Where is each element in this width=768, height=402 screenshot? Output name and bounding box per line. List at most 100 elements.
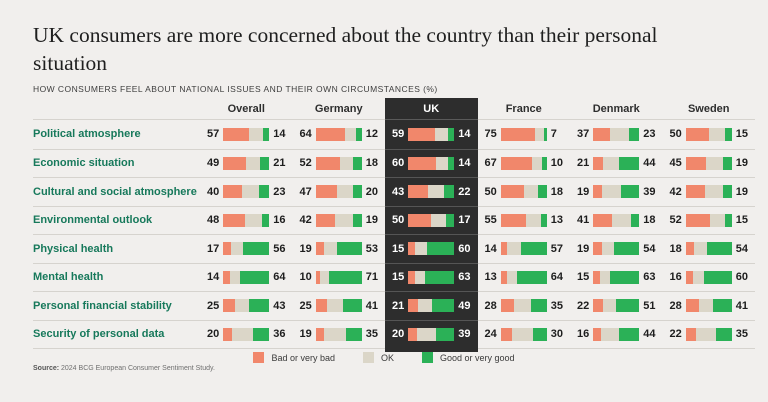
good-value: 64	[550, 271, 563, 284]
good-value: 19	[365, 214, 378, 227]
segment-bad	[685, 213, 710, 227]
bad-value: 41	[577, 214, 590, 227]
stacked-bar	[593, 156, 640, 170]
segment-bad	[315, 327, 325, 341]
legend-label: Good or very good	[440, 352, 515, 363]
segment-ok	[431, 213, 447, 227]
data-cell: 14 57	[477, 234, 570, 263]
segment-bad	[223, 299, 235, 313]
bad-value: 15	[577, 271, 590, 284]
bad-value: 20	[207, 328, 220, 341]
segment-good	[329, 270, 362, 284]
segment-ok	[324, 327, 346, 341]
data-cell: 14 64	[200, 262, 293, 292]
segment-good	[252, 327, 270, 341]
good-value: 56	[273, 242, 286, 255]
segment-good	[619, 327, 640, 341]
data-cell: 48 16	[200, 205, 293, 235]
segment-ok	[603, 299, 616, 313]
data-cell: 50 18	[477, 177, 570, 206]
segment-ok	[694, 242, 707, 256]
segment-ok	[705, 185, 723, 199]
bad-value: 67	[484, 157, 497, 170]
segment-bad	[223, 213, 246, 227]
stacked-bar	[500, 156, 547, 170]
segment-ok	[698, 299, 713, 313]
good-value: 15	[735, 214, 748, 227]
segment-ok	[610, 127, 629, 141]
stacked-bar	[223, 327, 270, 341]
segment-bad	[500, 185, 524, 199]
bad-value: 50	[669, 128, 682, 141]
bad-value: 21	[577, 157, 590, 170]
segment-ok	[511, 327, 533, 341]
segment-bad	[408, 156, 436, 170]
good-value: 18	[365, 157, 378, 170]
segment-good	[722, 156, 732, 170]
legend-item: Bad or very bad	[253, 352, 335, 363]
bad-value: 50	[392, 214, 405, 227]
segment-ok	[229, 270, 240, 284]
segment-good	[614, 242, 640, 256]
stacked-bar	[593, 299, 640, 313]
bad-value: 19	[299, 328, 312, 341]
segment-ok	[339, 156, 354, 170]
segment-ok	[417, 327, 437, 341]
bad-value: 14	[207, 271, 220, 284]
good-value: 41	[735, 299, 748, 312]
segment-ok	[415, 270, 426, 284]
segment-ok	[709, 213, 725, 227]
data-cell: 59 14	[385, 120, 478, 149]
segment-good	[532, 327, 547, 341]
segment-bad	[500, 213, 527, 227]
segment-bad	[500, 156, 532, 170]
data-cell: 43 22	[385, 177, 478, 206]
stacked-bar	[685, 299, 732, 313]
good-value: 35	[735, 328, 748, 341]
stacked-bar	[315, 242, 362, 256]
data-cell: 45 19	[662, 148, 755, 178]
stacked-bar	[223, 242, 270, 256]
bad-value: 75	[484, 128, 497, 141]
segment-good	[715, 327, 732, 341]
table-bottom-strip	[662, 348, 755, 352]
data-cell: 19 53	[292, 234, 385, 263]
good-value: 14	[458, 128, 471, 141]
bad-value: 37	[577, 128, 590, 141]
good-value: 54	[643, 242, 656, 255]
segment-good	[436, 327, 455, 341]
segment-ok	[232, 327, 253, 341]
segment-ok	[428, 185, 445, 199]
stacked-bar	[408, 270, 455, 284]
segment-ok	[231, 242, 244, 256]
good-value: 23	[273, 185, 286, 198]
good-value: 53	[365, 242, 378, 255]
good-value: 7	[550, 128, 557, 141]
bad-value: 42	[299, 214, 312, 227]
segment-bad	[315, 213, 336, 227]
segment-bad	[408, 213, 432, 227]
bad-value: 52	[299, 157, 312, 170]
row-label: Personal financial stability	[33, 291, 200, 320]
segment-bad	[315, 270, 321, 284]
good-value: 20	[365, 185, 378, 198]
stacked-bar	[593, 185, 640, 199]
segment-ok	[531, 156, 543, 170]
data-cell: 47 20	[292, 177, 385, 206]
data-cell: 52 15	[662, 205, 755, 235]
data-cell: 28 41	[662, 291, 755, 320]
segment-bad	[500, 299, 514, 313]
table-bottom-strip	[385, 348, 478, 352]
segment-ok	[600, 270, 611, 284]
data-cell: 24 30	[477, 319, 570, 349]
stacked-bar	[223, 185, 270, 199]
data-cell: 18 54	[662, 234, 755, 263]
segment-good	[538, 185, 547, 199]
segment-bad	[408, 127, 436, 141]
segment-good	[520, 242, 547, 256]
segment-bad	[408, 242, 416, 256]
table-corner	[33, 98, 200, 120]
segment-bad	[593, 327, 601, 341]
segment-good	[262, 127, 270, 141]
